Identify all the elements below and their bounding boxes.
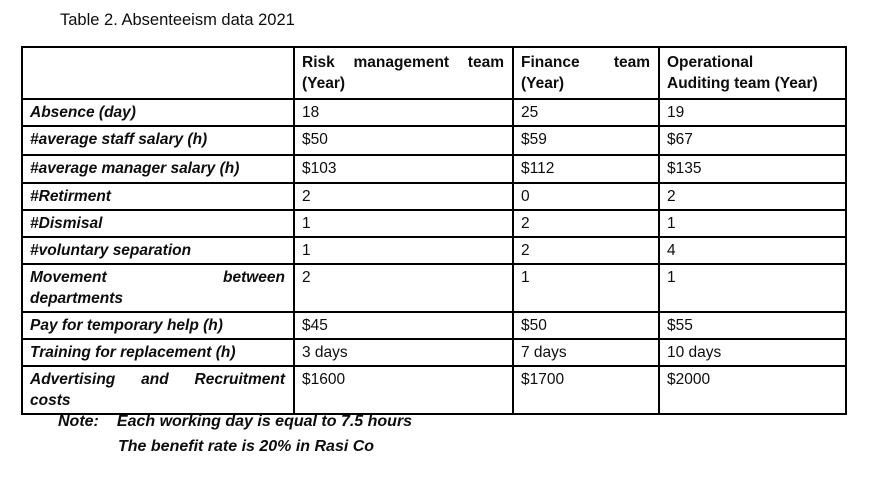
table-row-voluntary-separation: #voluntary separation 1 2 4 bbox=[21, 236, 847, 265]
cell-value: 25 bbox=[512, 98, 660, 127]
cell-value: 1 bbox=[293, 236, 514, 265]
row-label: #average manager salary (h) bbox=[21, 154, 295, 184]
row-label: #voluntary separation bbox=[21, 236, 295, 265]
cell-value: 2 bbox=[512, 209, 660, 238]
header-line: Auditing team (Year) bbox=[667, 75, 818, 92]
table-row-training-replacement: Training for replacement (h) 3 days 7 da… bbox=[21, 338, 847, 367]
cell-value: 1 bbox=[658, 263, 847, 313]
cell-value: 18 bbox=[293, 98, 514, 127]
cell-value: 2 bbox=[293, 263, 514, 313]
header-line: Finance team bbox=[521, 54, 650, 71]
row-label: #Retirment bbox=[21, 182, 295, 211]
row-label: Advertising and Recruitment costs bbox=[21, 365, 295, 415]
header-empty-cell bbox=[21, 46, 295, 100]
cell-value: 7 days bbox=[512, 338, 660, 367]
header-finance-team: Finance team (Year) bbox=[512, 46, 660, 100]
cell-value: $1600 bbox=[293, 365, 514, 415]
table-row-staff-salary: #average staff salary (h) $50 $59 $67 bbox=[21, 125, 847, 156]
cell-value: $2000 bbox=[658, 365, 847, 415]
cell-value: $67 bbox=[658, 125, 847, 156]
note-text-2: The benefit rate is 20% in Rasi Co bbox=[118, 438, 375, 455]
cell-value: $50 bbox=[512, 311, 660, 340]
row-label: Training for replacement (h) bbox=[21, 338, 295, 367]
cell-value: $112 bbox=[512, 154, 660, 184]
cell-value: 0 bbox=[512, 182, 660, 211]
cell-value: $1700 bbox=[512, 365, 660, 415]
table-row-temporary-help: Pay for temporary help (h) $45 $50 $55 bbox=[21, 311, 847, 340]
cell-value: 10 days bbox=[658, 338, 847, 367]
table-row-absence: Absence (day) 18 25 19 bbox=[21, 98, 847, 127]
row-label: Movement between departments bbox=[21, 263, 295, 313]
row-label: #average staff salary (h) bbox=[21, 125, 295, 156]
header-row: Risk management team (Year) Finance team… bbox=[21, 46, 847, 100]
cell-value: $55 bbox=[658, 311, 847, 340]
header-risk-management-team: Risk management team (Year) bbox=[293, 46, 514, 100]
header-operational-auditing-team: Operational Auditing team (Year) bbox=[658, 46, 847, 100]
table-title: Table 2. Absenteeism data 2021 bbox=[60, 11, 295, 29]
header-line: (Year) bbox=[521, 75, 565, 92]
cell-value: 19 bbox=[658, 98, 847, 127]
row-label-line: costs bbox=[30, 392, 71, 409]
absenteeism-table: Risk management team (Year) Finance team… bbox=[21, 46, 847, 415]
cell-value: 3 days bbox=[293, 338, 514, 367]
cell-value: 2 bbox=[293, 182, 514, 211]
note-label: Note: bbox=[58, 413, 99, 430]
row-label: Pay for temporary help (h) bbox=[21, 311, 295, 340]
cell-value: $50 bbox=[293, 125, 514, 156]
header-line: Risk management team bbox=[302, 54, 504, 71]
table-row-retirment: #Retirment 2 0 2 bbox=[21, 182, 847, 211]
row-label-line: Advertising and Recruitment bbox=[30, 371, 285, 388]
table-row-movement-between-departments: Movement between departments 2 1 1 bbox=[21, 263, 847, 313]
cell-value: $103 bbox=[293, 154, 514, 184]
note-text-1: Each working day is equal to 7.5 hours bbox=[116, 413, 413, 430]
note-line-1: Note: Each working day is equal to 7.5 h… bbox=[58, 409, 412, 434]
table-note: Note: Each working day is equal to 7.5 h… bbox=[58, 409, 412, 459]
row-label-line: departments bbox=[30, 290, 124, 307]
cell-value: $135 bbox=[658, 154, 847, 184]
row-label-line: Movement between bbox=[30, 269, 285, 286]
cell-value: 2 bbox=[658, 182, 847, 211]
table-row-advertising-recruitment: Advertising and Recruitment costs $1600 … bbox=[21, 365, 847, 415]
header-line: Operational bbox=[667, 54, 754, 71]
table-row-dismisal: #Dismisal 1 2 1 bbox=[21, 209, 847, 238]
cell-value: $45 bbox=[293, 311, 514, 340]
cell-value: 4 bbox=[658, 236, 847, 265]
cell-value: 2 bbox=[512, 236, 660, 265]
cell-value: $59 bbox=[512, 125, 660, 156]
cell-value: 1 bbox=[512, 263, 660, 313]
row-label: Absence (day) bbox=[21, 98, 295, 127]
cell-value: 1 bbox=[293, 209, 514, 238]
cell-value: 1 bbox=[658, 209, 847, 238]
table-row-manager-salary: #average manager salary (h) $103 $112 $1… bbox=[21, 154, 847, 184]
header-line: (Year) bbox=[302, 75, 346, 92]
row-label: #Dismisal bbox=[21, 209, 295, 238]
